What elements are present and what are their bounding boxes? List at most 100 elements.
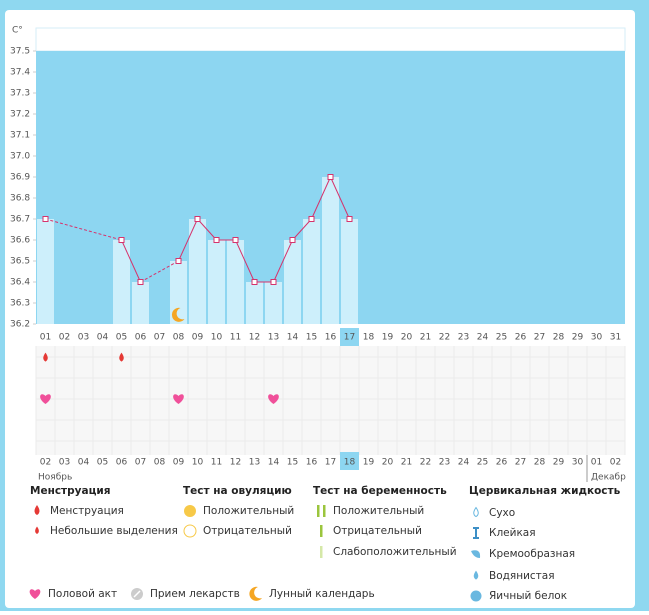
- y-tick-label: 36.4: [10, 278, 30, 288]
- legend-heading: Менструация: [30, 485, 110, 497]
- day-label: 24: [477, 333, 489, 343]
- cycle-date: 05: [97, 458, 108, 468]
- temperature-point: [289, 237, 296, 243]
- day-label: 31: [610, 333, 621, 343]
- cycle-date: 04: [78, 458, 90, 468]
- cycle-date: 12: [230, 458, 241, 468]
- moon-mark: [171, 307, 185, 322]
- temperature-cell: [132, 282, 149, 324]
- day-label: 28: [553, 333, 565, 343]
- y-tick-label: 37.4: [10, 68, 30, 78]
- cycle-date: 24: [458, 458, 470, 468]
- cycle-date: 21: [401, 458, 412, 468]
- y-tick-label: 37.5: [10, 47, 30, 57]
- cycle-date: 14: [268, 458, 280, 468]
- month-label: Декабрь: [591, 473, 631, 483]
- temperature-cell: [246, 282, 263, 324]
- legend-icon: [320, 525, 323, 537]
- cycle-date: 02: [40, 458, 51, 468]
- legend-item: Сухо: [489, 507, 515, 519]
- cycle-date: 23: [439, 458, 450, 468]
- day-label: 16: [325, 333, 337, 343]
- month-label: Ноябрь: [38, 473, 72, 483]
- temperature-point: [42, 216, 49, 222]
- day-label: 05: [116, 333, 127, 343]
- temperature-point: [346, 216, 353, 222]
- legend-heading: Тест на овуляцию: [183, 485, 292, 497]
- day-label: 23: [458, 333, 469, 343]
- cycle-date: 28: [534, 458, 546, 468]
- y-tick-label: 37.1: [10, 131, 30, 141]
- legend-item: Половой акт: [48, 588, 117, 600]
- day-label: 09: [192, 333, 204, 343]
- cycle-date: 10: [192, 458, 204, 468]
- current-day: [340, 452, 359, 470]
- day-label: 26: [515, 333, 527, 343]
- cycle-date: 30: [572, 458, 584, 468]
- intercourse-mark: [40, 394, 51, 404]
- day-label: 11: [230, 333, 241, 343]
- temperature-line: [311, 176, 331, 220]
- temperature-cell: [170, 261, 187, 324]
- legend-icon: [473, 506, 479, 518]
- legend-icon: [323, 505, 326, 517]
- cycle-date: 13: [249, 458, 260, 468]
- cycle-date: 16: [306, 458, 318, 468]
- temperature-point: [232, 237, 239, 243]
- legend-icon: [473, 527, 479, 539]
- legend-icon: [249, 586, 262, 601]
- temperature-line: [292, 218, 312, 241]
- legend-item: Кремообразная: [489, 548, 575, 560]
- legend-item: Прием лекарств: [150, 588, 240, 600]
- day-label: 21: [420, 333, 431, 343]
- cycle-date: 25: [477, 458, 488, 468]
- cycle-date: 29: [553, 458, 565, 468]
- menstruation-mark: [43, 352, 48, 362]
- legend-item: Небольшие выделения: [50, 525, 178, 537]
- day-label: 27: [534, 333, 545, 343]
- temperature-point: [175, 258, 182, 264]
- temperature-cell: [189, 219, 206, 324]
- cycle-date: 20: [382, 458, 394, 468]
- day-label: 12: [249, 333, 260, 343]
- day-label: 03: [78, 333, 89, 343]
- y-tick-label: 36.7: [10, 215, 30, 225]
- day-label: 15: [306, 333, 317, 343]
- cycle-date: 08: [154, 458, 166, 468]
- legend-item: Слабоположительный: [333, 546, 457, 558]
- legend-icon: [184, 505, 196, 517]
- cycle-date: 06: [116, 458, 128, 468]
- day-label: 19: [382, 333, 394, 343]
- current-day: [340, 328, 359, 346]
- cycle-date: 09: [173, 458, 185, 468]
- legend-icon: [317, 505, 320, 517]
- day-label: 08: [173, 333, 185, 343]
- temperature-point: [251, 279, 258, 285]
- cycle-date: 27: [515, 458, 526, 468]
- plot-top: [35, 27, 626, 52]
- temperature-cell: [208, 240, 225, 324]
- y-tick-label: 36.5: [10, 257, 30, 267]
- y-tick-label: 37.0: [10, 152, 30, 162]
- day-label: 22: [439, 333, 450, 343]
- temperature-point: [194, 216, 201, 222]
- temperature-cell: [284, 240, 301, 324]
- temperature-line: [178, 218, 198, 262]
- legend-item: Водянистая: [489, 570, 555, 582]
- menstruation-mark: [119, 352, 124, 362]
- cycle-date: 11: [211, 458, 222, 468]
- legend-item: Положительный: [333, 505, 424, 517]
- legend-icon: [473, 570, 479, 580]
- cycle-date: 17: [325, 458, 336, 468]
- y-tick-label: 37.2: [10, 110, 30, 120]
- day-label: 07: [154, 333, 165, 343]
- temperature-cell: [227, 240, 244, 324]
- temperature-point: [213, 237, 220, 243]
- temperature-point: [270, 279, 277, 285]
- day-label: 13: [268, 333, 279, 343]
- temperature-point: [137, 279, 144, 285]
- legend-item: Менструация: [50, 505, 124, 517]
- legend-icon: [470, 590, 482, 602]
- cycle-date: 22: [420, 458, 431, 468]
